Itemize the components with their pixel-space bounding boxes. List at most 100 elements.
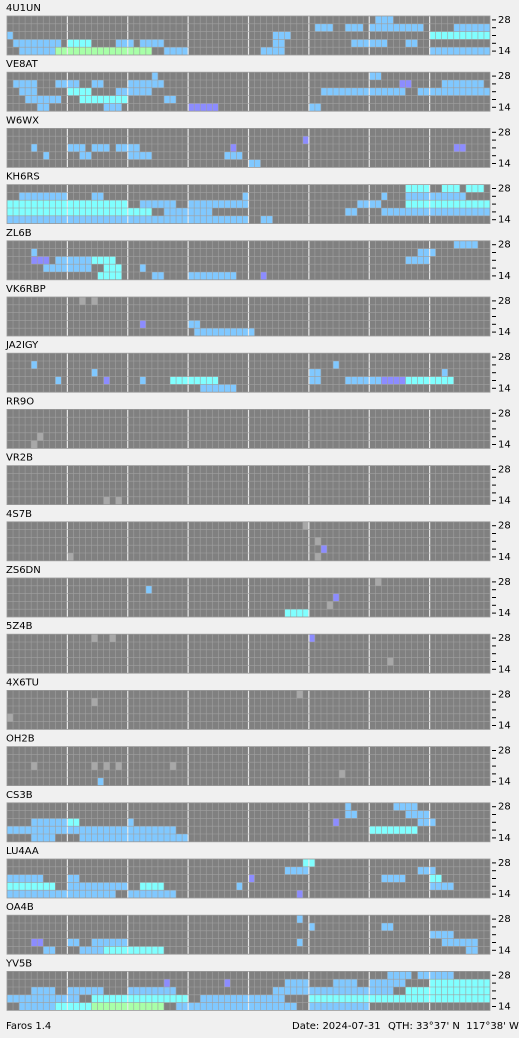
signal-cell	[320, 545, 327, 553]
signal-cell	[375, 578, 382, 586]
signal-cell	[224, 151, 243, 160]
signal-cell	[145, 585, 152, 594]
station-name: LU4AA	[6, 846, 39, 857]
signal-cell	[417, 818, 436, 827]
signal-cell	[387, 657, 394, 666]
signal-cell	[188, 103, 219, 112]
signal-cell	[31, 361, 38, 369]
station-name: JA2IGY	[5, 340, 39, 351]
signal-cell	[236, 882, 243, 891]
band-label: 14	[498, 721, 511, 732]
signal-cell	[37, 432, 44, 441]
signal-cell	[170, 762, 177, 770]
signal-cell	[441, 368, 448, 377]
signal-cell	[333, 593, 340, 602]
grid-border	[6, 127, 491, 168]
band-label: 28	[498, 184, 511, 195]
station-name: 5Z4B	[6, 621, 33, 632]
station-name: W6WX	[6, 115, 39, 126]
signal-cell	[151, 72, 158, 80]
signal-cell	[369, 23, 424, 32]
band-label: 28	[498, 352, 511, 363]
signal-cell	[19, 87, 38, 96]
grid-border	[6, 408, 491, 449]
signal-cell	[314, 23, 334, 32]
station-name: ZL6B	[6, 228, 32, 239]
signal-cell	[465, 184, 484, 193]
band-label: 14	[498, 271, 511, 282]
signal-cell	[103, 103, 122, 112]
station-name: ZS6DN	[6, 565, 41, 576]
grid-border	[6, 746, 491, 786]
signal-cell	[103, 376, 110, 385]
band-label: 14	[498, 102, 511, 113]
signal-cell	[115, 496, 122, 505]
band-label: 28	[498, 802, 511, 813]
signal-cell	[345, 23, 364, 32]
grid-border	[6, 184, 491, 225]
band-label: 28	[498, 521, 511, 532]
band-label: 28	[498, 970, 511, 981]
signal-cell	[314, 553, 321, 561]
grid-border	[6, 633, 491, 674]
band-label: 14	[498, 664, 511, 675]
band-label: 14	[498, 383, 511, 394]
signal-cell	[242, 192, 249, 201]
signal-cell	[103, 496, 110, 505]
station-name: VE8AT	[6, 59, 39, 70]
date: Date: 2024-07-31	[292, 1021, 381, 1032]
band-label: 14	[498, 777, 511, 788]
signal-cell	[31, 144, 38, 152]
band-label: 14	[498, 159, 511, 170]
band-label: 28	[498, 296, 511, 307]
band-label: 28	[498, 633, 511, 644]
signal-cell	[67, 144, 86, 152]
grid-border	[6, 971, 491, 1011]
signal-cell	[139, 264, 146, 272]
band-label: 14	[498, 945, 511, 956]
signal-cell	[441, 184, 460, 193]
qth: QTH: 33°37' N 117°38' W	[388, 1021, 519, 1032]
band-label: 14	[498, 552, 511, 563]
band-label: 14	[498, 1002, 511, 1013]
signal-cell	[103, 264, 122, 272]
signal-cell	[308, 634, 315, 642]
band-label: 28	[498, 240, 511, 251]
grid-border	[6, 577, 491, 618]
band-label: 28	[498, 577, 511, 588]
signal-cell	[67, 553, 74, 561]
signal-cell	[139, 376, 146, 385]
signal-cell	[248, 874, 255, 883]
signal-cell	[314, 537, 321, 546]
signal-cell	[441, 80, 484, 88]
band-label: 14	[498, 608, 511, 619]
band-label: 28	[498, 689, 511, 700]
signal-cell	[91, 698, 98, 706]
grid-border	[6, 802, 491, 843]
signal-cell	[302, 521, 309, 530]
app-version: Faros 1.4	[6, 1021, 51, 1032]
station-name: 4U1UN	[6, 3, 41, 14]
signal-cell	[296, 938, 303, 947]
signal-cell	[326, 601, 334, 610]
station-name: 4S7B	[6, 509, 32, 520]
station-name: OA4B	[6, 902, 34, 913]
band-label: 14	[498, 215, 511, 226]
signal-cell	[7, 31, 14, 40]
grid-border	[6, 15, 491, 56]
signal-cell	[91, 762, 98, 770]
signal-cell	[139, 320, 146, 329]
band-label: 28	[498, 465, 511, 476]
station-name: OH2B	[6, 734, 35, 745]
signal-cell	[91, 634, 98, 642]
band-label: 28	[498, 858, 511, 869]
band-label: 28	[498, 15, 511, 26]
signal-cell	[260, 272, 267, 280]
signal-cell	[91, 297, 98, 305]
band-label: 14	[498, 46, 511, 57]
signal-cell	[224, 979, 231, 987]
signal-cell	[103, 762, 110, 770]
band-label: 28	[498, 71, 511, 82]
